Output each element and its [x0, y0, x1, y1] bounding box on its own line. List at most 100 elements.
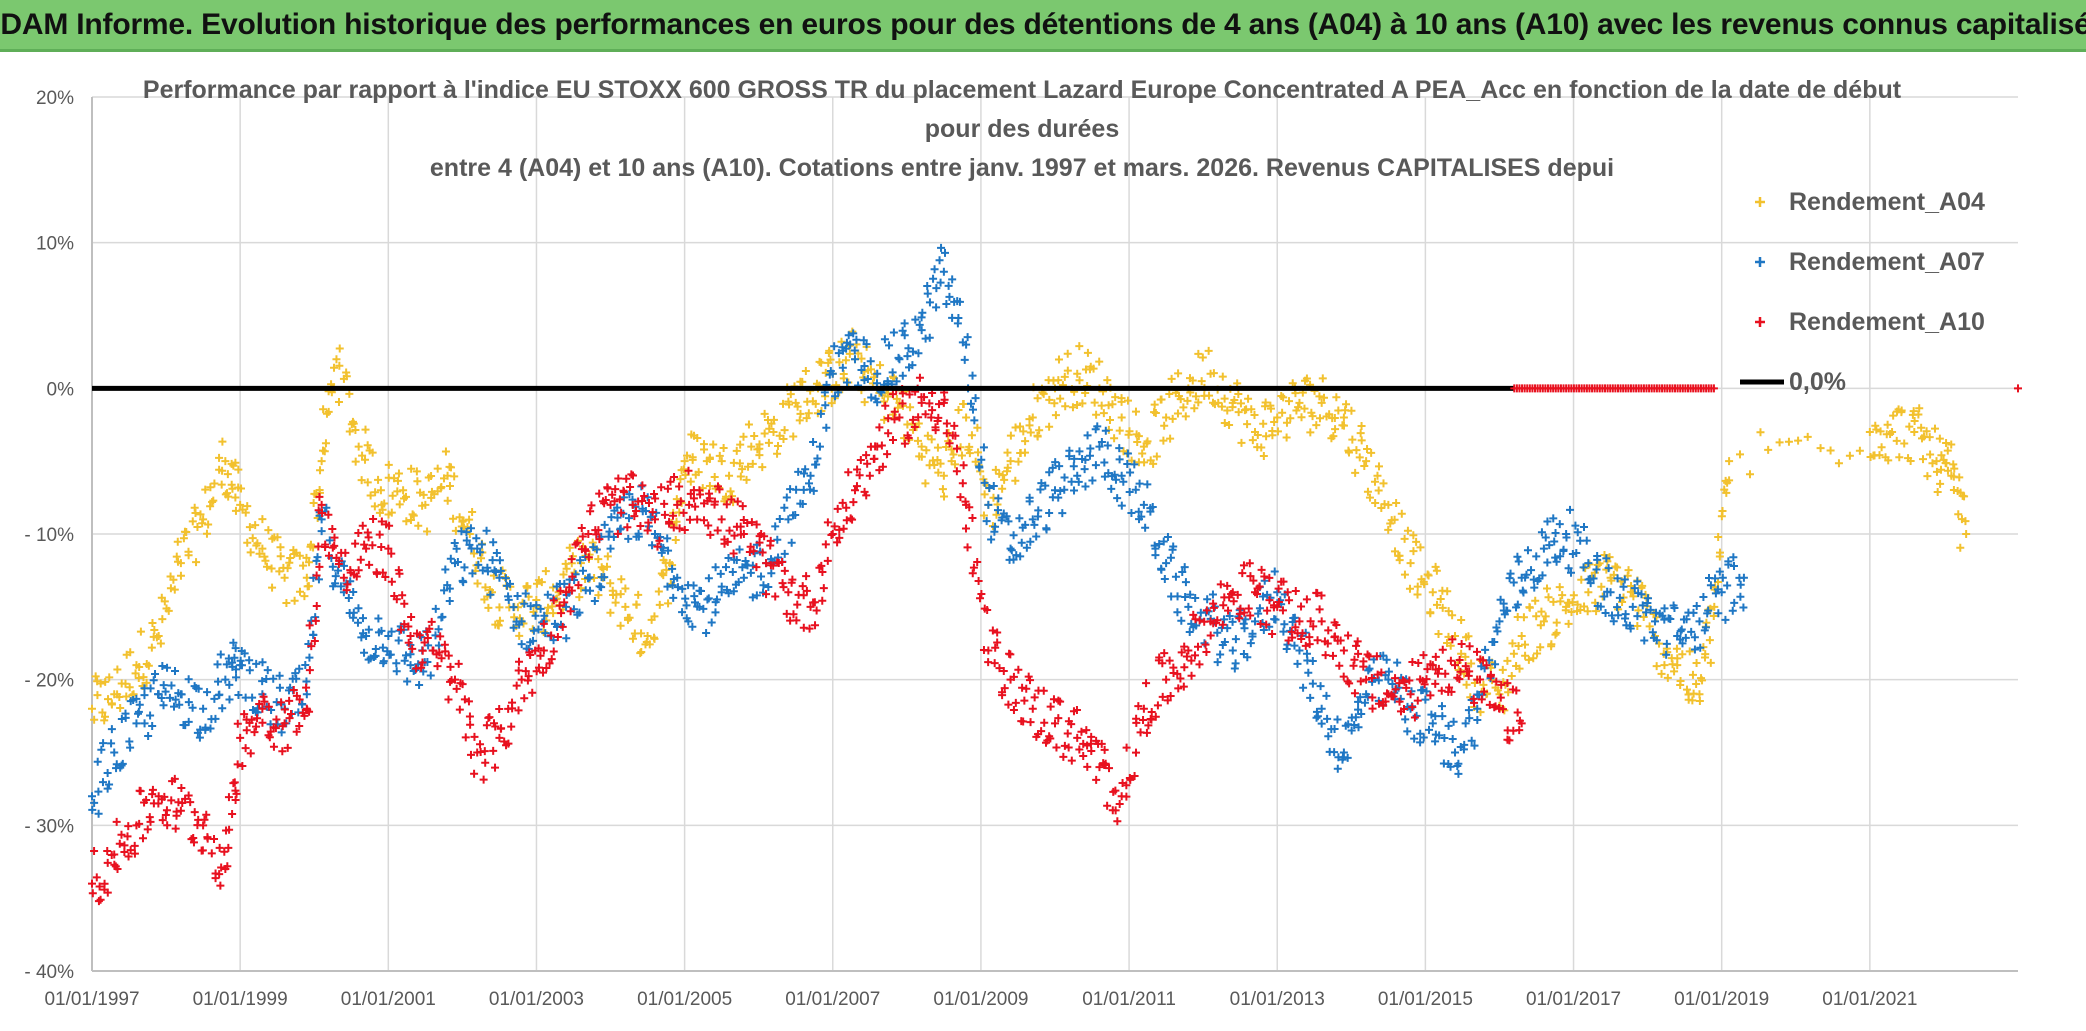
rendement-a07-point — [331, 572, 340, 581]
rendement-a07-point — [1537, 528, 1546, 537]
rendement-a04-point — [1493, 686, 1502, 695]
rendement-a04-point — [1054, 355, 1063, 364]
rendement-a07-point — [1139, 500, 1148, 509]
rendement-a04-point — [804, 409, 813, 418]
rendement-a07-point — [134, 707, 143, 716]
rendement-a10-point — [328, 543, 337, 552]
rendement-a04-point — [1039, 389, 1048, 398]
rendement-a04-point — [748, 459, 757, 468]
rendement-a04-point — [789, 432, 798, 441]
rendement-a04-point — [611, 598, 620, 607]
rendement-a07-point — [773, 535, 782, 544]
rendement-a04-point — [548, 602, 557, 611]
rendement-a10-point — [120, 841, 129, 850]
rendement-a10-point — [675, 482, 684, 491]
rendement-a04-point — [169, 575, 178, 584]
rendement-a04-point — [1373, 471, 1382, 480]
rendement-a10-point — [990, 659, 999, 668]
rendement-a07-point — [1449, 717, 1458, 726]
rendement-a07-point — [822, 423, 831, 432]
legend-marker-swatch — [1755, 317, 1765, 327]
rendement-a07-point — [930, 265, 939, 274]
rendement-a07-point — [1095, 442, 1104, 451]
rendement-a04-point — [606, 579, 615, 588]
rendement-a04-point — [1060, 372, 1069, 381]
rendement-a10-point — [1352, 641, 1361, 650]
y-tick-label: 10% — [36, 234, 74, 255]
rendement-a07-point — [140, 691, 149, 700]
rendement-a04-point — [1131, 407, 1140, 416]
rendement-a07-point — [1141, 523, 1150, 532]
rendement-a07-point — [801, 465, 810, 474]
rendement-a04-point — [755, 451, 764, 460]
rendement-a07-point — [994, 494, 1003, 503]
rendement-a07-point — [88, 805, 97, 814]
rendement-a10-point — [1419, 651, 1428, 660]
rendement-a04-point — [1816, 444, 1825, 453]
rendement-a04-point — [305, 558, 314, 567]
rendement-a04-point — [1019, 427, 1028, 436]
rendement-a04-point — [1374, 486, 1383, 495]
rendement-a10-point — [1216, 580, 1225, 589]
rendement-a04-point — [1725, 457, 1734, 466]
rendement-a07-point — [371, 644, 380, 653]
rendement-a10-point — [302, 683, 311, 692]
rendement-a04-point — [436, 484, 445, 493]
rendement-a07-point — [1721, 615, 1730, 624]
rendement-a04-point — [1416, 543, 1425, 552]
rendement-a04-point — [841, 356, 850, 365]
rendement-a04-point — [559, 570, 568, 579]
rendement-a07-point — [721, 563, 730, 572]
rendement-a04-point — [1875, 451, 1884, 460]
rendement-a04-point — [1660, 661, 1669, 670]
rendement-a04-point — [1607, 576, 1616, 585]
rendement-a07-point — [1401, 715, 1410, 724]
rendement-a07-point — [1614, 611, 1623, 620]
rendement-a04-point — [1348, 435, 1357, 444]
rendement-a04-point — [1104, 401, 1113, 410]
rendement-a10-point — [956, 493, 965, 502]
rendement-a04-point — [1892, 436, 1901, 445]
rendement-a10-point — [1431, 679, 1440, 688]
rendement-a04-point — [202, 529, 211, 538]
rendement-a10-point — [363, 528, 372, 537]
rendement-a04-point — [1363, 444, 1372, 453]
rendement-a04-point — [1685, 647, 1694, 656]
rendement-a04-point — [321, 439, 330, 448]
rendement-a07-point — [236, 656, 245, 665]
rendement-a04-point — [1329, 432, 1338, 441]
rendement-a07-point — [739, 573, 748, 582]
rendement-a04-point — [1230, 395, 1239, 404]
rendement-a10-point — [377, 543, 386, 552]
rendement-a10-point — [198, 846, 207, 855]
rendement-a04-point — [1555, 583, 1564, 592]
rendement-a07-point — [1069, 462, 1078, 471]
rendement-a04-point — [1692, 680, 1701, 689]
rendement-a04-point — [363, 441, 372, 450]
rendement-a04-point — [515, 631, 524, 640]
rendement-a04-point — [342, 372, 351, 381]
rendement-a07-point — [313, 553, 322, 562]
rendement-a07-point — [440, 586, 449, 595]
rendement-a10-point — [839, 524, 848, 533]
rendement-a04-point — [1961, 517, 1970, 526]
rendement-a04-point — [1670, 667, 1679, 676]
rendement-a10-point — [1046, 702, 1055, 711]
rendement-a04-point — [661, 558, 670, 567]
rendement-a04-point — [744, 462, 753, 471]
rendement-a07-point — [1271, 615, 1280, 624]
rendement-a04-point — [135, 663, 144, 672]
rendement-a10-point — [1020, 696, 1029, 705]
rendement-a04-point — [510, 613, 519, 622]
rendement-a10-point — [258, 718, 267, 727]
rendement-a04-point — [204, 520, 213, 529]
rendement-a07-point — [1091, 461, 1100, 470]
rendement-a04-point — [1318, 374, 1327, 383]
rendement-a07-point — [1240, 624, 1249, 633]
rendement-a04-point — [760, 429, 769, 438]
rendement-a04-point — [1508, 639, 1517, 648]
rendement-a04-point — [245, 523, 254, 532]
rendement-a04-point — [1443, 587, 1452, 596]
rendement-a10-point — [1182, 652, 1191, 661]
rendement-a07-point — [1251, 617, 1260, 626]
